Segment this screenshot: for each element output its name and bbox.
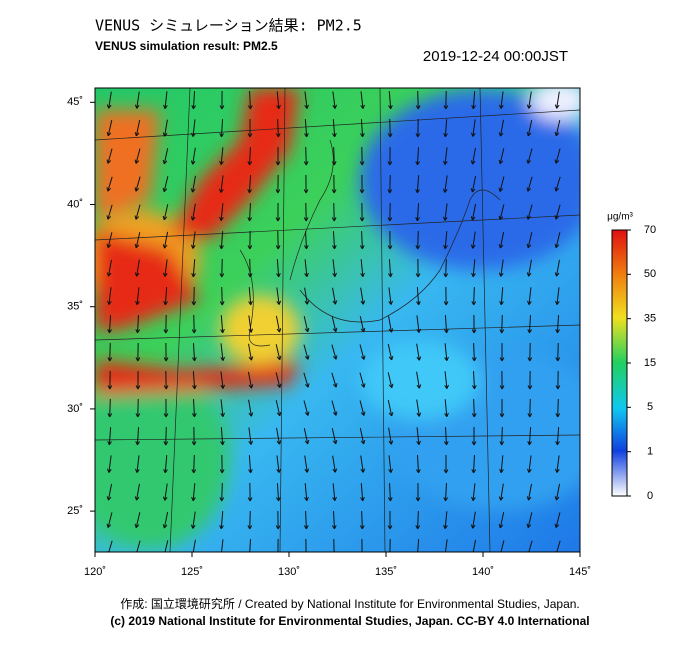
wind-arrow bbox=[390, 175, 391, 193]
x-tick-label: 135˚ bbox=[375, 566, 397, 578]
colorbar-tick-label: 35 bbox=[644, 313, 656, 325]
wind-arrow bbox=[110, 399, 111, 417]
wind-arrow bbox=[334, 203, 335, 221]
colorbar bbox=[612, 230, 627, 496]
wind-arrow-head bbox=[360, 553, 364, 557]
wind-arrow bbox=[110, 343, 111, 361]
colorbar-tick-label: 1 bbox=[647, 446, 653, 458]
wind-arrow bbox=[362, 511, 363, 529]
credit-line: (c) 2019 National Institute for Environm… bbox=[110, 614, 589, 628]
y-tick-label: 40˚ bbox=[67, 198, 83, 210]
wind-arrow-head bbox=[416, 553, 420, 557]
wind-arrow-head bbox=[388, 553, 392, 557]
wind-arrow bbox=[474, 287, 475, 305]
concentration-field bbox=[70, 80, 610, 557]
wind-arrow-head bbox=[220, 553, 224, 557]
wind-arrow bbox=[502, 315, 503, 333]
wind-arrow bbox=[222, 287, 223, 305]
colorbar-unit: μg/m³ bbox=[607, 212, 633, 223]
wind-arrow bbox=[222, 483, 223, 501]
subtitle: VENUS simulation result: PM2.5 bbox=[95, 39, 278, 53]
wind-arrow bbox=[558, 399, 559, 417]
wind-arrow bbox=[250, 259, 251, 277]
credit-line: 作成: 国立環境研究所 / Created by National Instit… bbox=[120, 596, 580, 611]
wind-arrow-head bbox=[276, 553, 280, 557]
x-tick-label: 145˚ bbox=[569, 566, 591, 578]
wind-arrow-head bbox=[304, 553, 308, 557]
colorbar-tick-label: 0 bbox=[647, 490, 653, 502]
x-tick-label: 125˚ bbox=[181, 566, 203, 578]
wind-arrow bbox=[306, 147, 307, 165]
x-tick-label: 120˚ bbox=[84, 566, 106, 578]
timestamp: 2019-12-24 00:00JST bbox=[423, 48, 568, 65]
wind-arrow-head bbox=[248, 553, 252, 557]
y-tick-label: 35˚ bbox=[67, 301, 83, 313]
x-tick-label: 130˚ bbox=[278, 566, 300, 578]
colorbar-tick-label: 15 bbox=[644, 357, 656, 369]
wind-arrow bbox=[166, 427, 167, 445]
wind-arrow bbox=[334, 147, 335, 165]
wind-arrow bbox=[250, 511, 251, 529]
colorbar-tick-label: 5 bbox=[647, 401, 653, 413]
wind-arrow-head bbox=[332, 553, 336, 557]
wind-arrow bbox=[418, 91, 419, 109]
wind-arrow bbox=[194, 455, 195, 473]
wind-arrow-head bbox=[471, 552, 475, 556]
colorbar-tick-label: 50 bbox=[644, 268, 656, 280]
x-tick-label: 140˚ bbox=[472, 566, 494, 578]
wind-arrow bbox=[474, 399, 475, 417]
y-tick-label: 25˚ bbox=[67, 505, 83, 517]
y-tick-label: 45˚ bbox=[67, 96, 83, 108]
wind-arrow-head bbox=[443, 553, 447, 557]
wind-arrow bbox=[558, 343, 559, 361]
title: VENUS シミュレーション結果: PM2.5 bbox=[95, 17, 362, 35]
wind-arrow bbox=[418, 231, 419, 249]
wind-arrow bbox=[530, 399, 531, 417]
colorbar-tick-label: 70 bbox=[644, 224, 656, 236]
wind-arrow bbox=[278, 119, 279, 137]
y-tick-label: 30˚ bbox=[67, 403, 83, 415]
